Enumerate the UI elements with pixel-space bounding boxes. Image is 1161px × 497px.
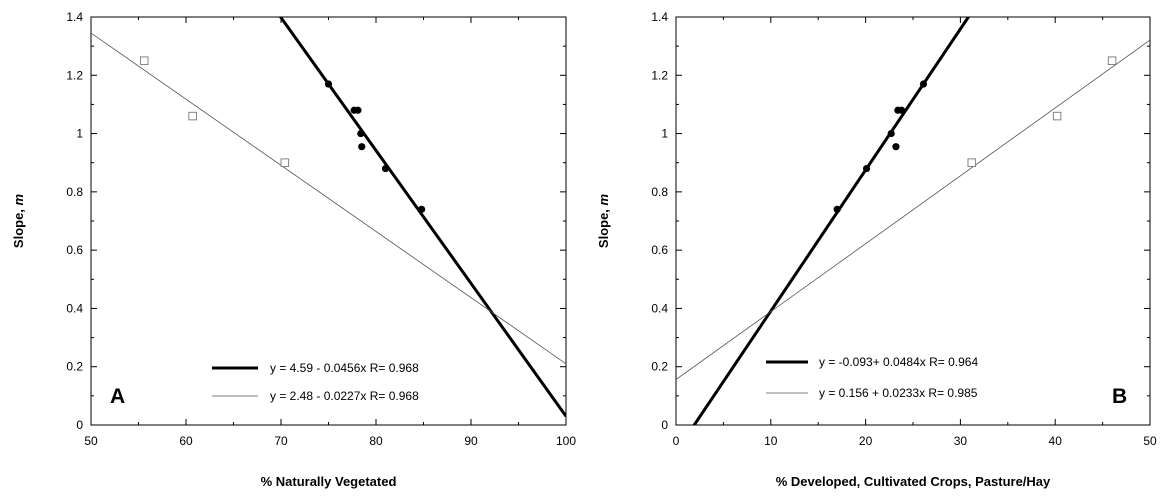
panel-label: B [1112, 385, 1127, 408]
y-axis-title-text: Slope, [11, 205, 26, 248]
y-tick-label: 0.4 [651, 301, 668, 315]
y-tick-label: 0.6 [66, 243, 83, 257]
data-point-open [139, 56, 149, 65]
data-point-filled [862, 164, 871, 173]
data-point-filled [324, 80, 333, 88]
data-point-filled [898, 106, 906, 114]
x-axis-title: % Developed, Cultivated Crops, Pasture/H… [776, 474, 1051, 489]
y-tick-label: 0 [76, 418, 83, 432]
legend: y = -0.093+ 0.0484x R= 0.964 y = 0.156 + … [766, 355, 978, 400]
data-point-filled [892, 143, 900, 151]
data-point-filled [354, 106, 362, 114]
y-axis-title: Slope, m [11, 193, 26, 248]
x-tick-label: 100 [556, 434, 576, 448]
x-tick-label: 50 [1143, 434, 1157, 448]
y-tick-label: 1 [76, 127, 83, 141]
fit-line-2 [91, 32, 566, 365]
y-tick-label: 0.6 [651, 243, 668, 257]
data-point-open [1107, 56, 1117, 65]
x-tick-label: 30 [954, 434, 968, 448]
legend-label: y = 4.59 - 0.0456x R= 0.968 [270, 361, 419, 375]
panel-label: A [110, 385, 125, 408]
chart-panel-b: 0 10 20 30 40 50 0 0.2 0.4 0.6 0.8 1 1.2 1.4 y = -0.09… [596, 10, 1157, 489]
data-point-open [1052, 111, 1062, 121]
data-point-filled [358, 143, 366, 151]
data-point-filled [919, 80, 928, 88]
x-tick-label: 0 [673, 434, 680, 448]
fit-line-2 [676, 39, 1150, 380]
x-tick-label: 80 [369, 434, 383, 448]
data-point-open [188, 111, 197, 121]
y-tick-label: 1.4 [66, 10, 83, 24]
fit-line-1 [278, 17, 566, 418]
x-tick-label: 20 [859, 434, 873, 448]
y-tick-label: 0.2 [66, 360, 83, 374]
x-tick-label: 40 [1049, 434, 1063, 448]
x-tick-label: 70 [274, 434, 288, 448]
y-tick-label: 1.2 [66, 68, 83, 82]
y-tick-label: 0.8 [651, 185, 668, 199]
x-axis-title: % Naturally Vegetated [261, 474, 397, 489]
y-axis-title-variable: m [11, 193, 26, 205]
fit-lines [91, 17, 566, 418]
y-tick-label: 0 [661, 418, 668, 432]
y-tick-label: 0.2 [651, 360, 668, 374]
y-tick-label: 0.4 [66, 301, 83, 315]
data-point-filled [418, 205, 426, 213]
legend-label: y = -0.093+ 0.0484x R= 0.964 [819, 355, 978, 369]
data-point-open [967, 158, 977, 167]
chart-panel-a: 50 60 70 80 90 100 0 0.2 0.4 0.6 0.8 1 1.2 1.4 y = 4.5… [11, 10, 576, 489]
fit-lines [676, 17, 1150, 425]
y-tick-label: 0.8 [66, 185, 83, 199]
x-tick-label: 10 [764, 434, 778, 448]
data-point-filled [833, 205, 841, 213]
legend-label: y = 2.48 - 0.0227x R= 0.968 [270, 389, 419, 403]
y-axis-title: Slope, m [596, 193, 611, 248]
data-point-filled [357, 129, 365, 138]
x-tick-label: 60 [179, 434, 193, 448]
data-point-open [280, 158, 290, 167]
x-tick-label: 50 [84, 434, 98, 448]
y-tick-label: 1.4 [651, 10, 668, 24]
data-point-filled [887, 129, 895, 138]
data-point-filled [381, 164, 390, 173]
legend-label: y = 0.156 + 0.0233x R= 0.985 [819, 386, 978, 400]
x-tick-label: 90 [464, 434, 478, 448]
fit-line-1 [692, 17, 971, 425]
y-tick-label: 1.2 [651, 68, 668, 82]
y-axis-title-variable: m [596, 193, 611, 205]
legend: y = 4.59 - 0.0456x R= 0.968 y = 2.48 - 0.… [212, 361, 419, 403]
y-tick-label: 1 [661, 127, 668, 141]
y-axis-title-text: Slope, [596, 205, 611, 248]
